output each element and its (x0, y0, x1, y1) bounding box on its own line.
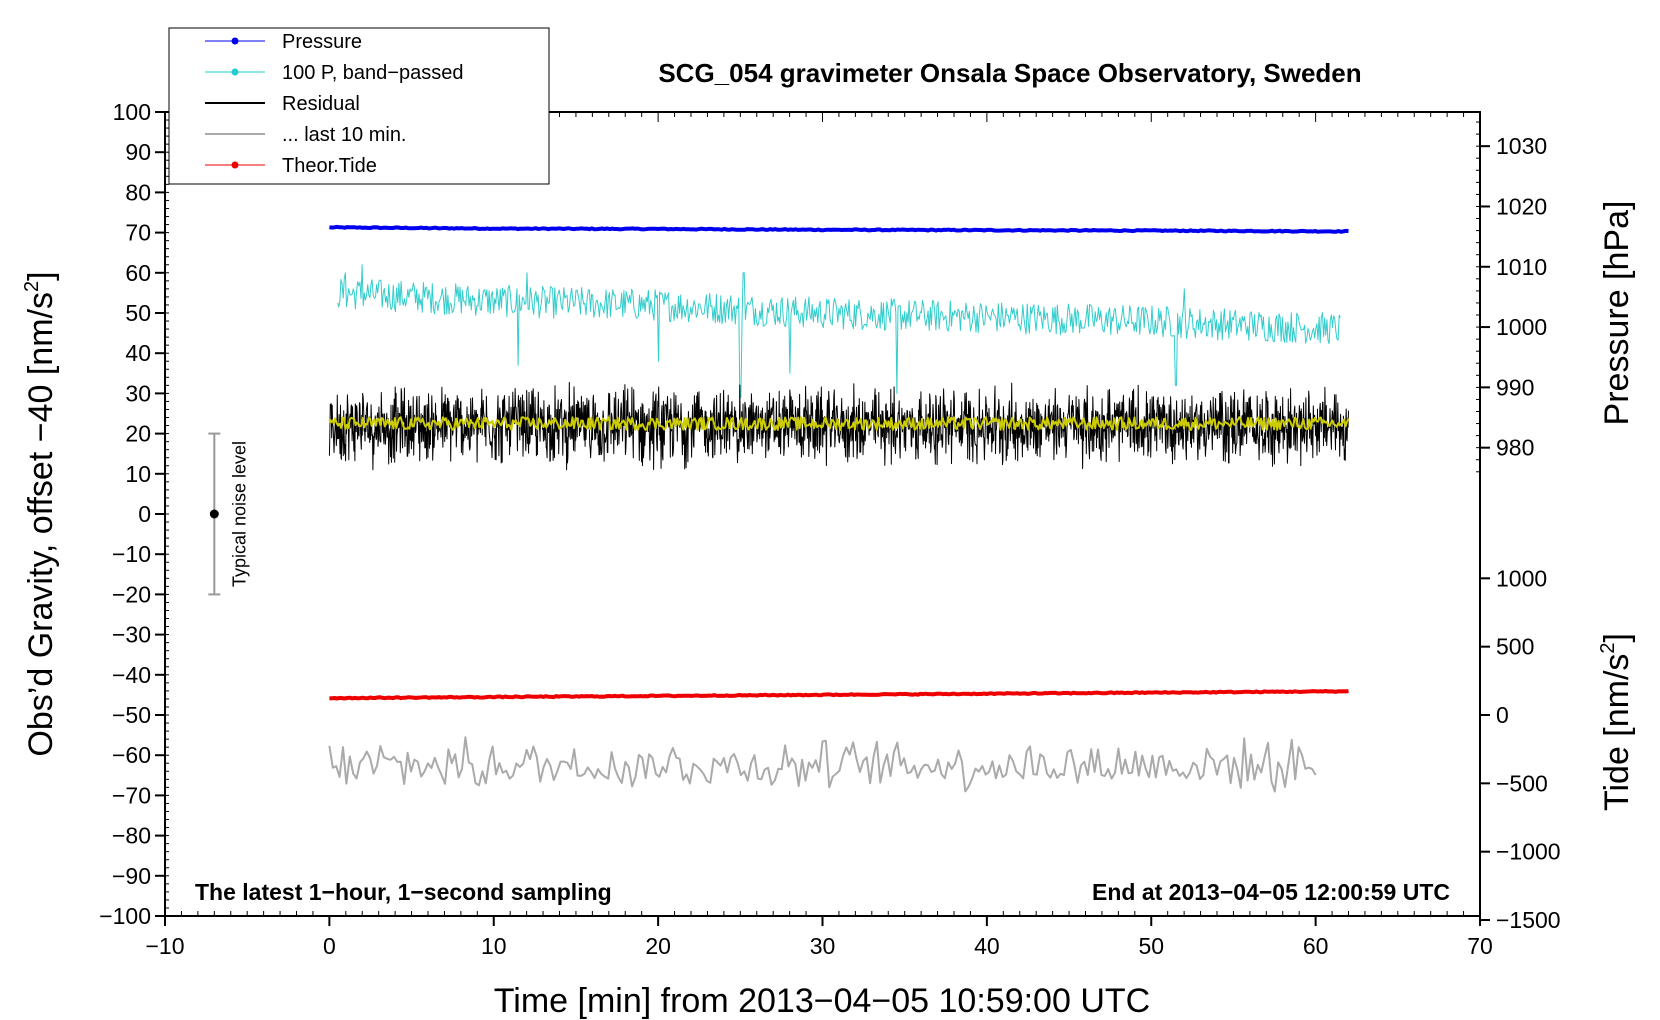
y-tick-label: −30 (112, 622, 151, 648)
y-axis-title-tide-close: ] (1598, 633, 1636, 642)
x-tick-label: 40 (974, 933, 1000, 959)
y-axis-title-tide-main: Tide [nm/s (1598, 654, 1636, 811)
legend-label: 100 P, band−passed (282, 62, 463, 84)
pressure-tick-label: 1010 (1496, 254, 1547, 280)
y-tick-label: −100 (99, 903, 151, 929)
x-tick-label: 50 (1138, 933, 1164, 959)
noise-level-bar: Typical noise level (208, 432, 249, 596)
residual-line (328, 381, 1349, 471)
x-axis-title: Time [min] from 2013−04−05 10:59:00 UTC (494, 982, 1150, 1020)
y-tick-label: −20 (112, 581, 151, 607)
legend-label: Residual (282, 93, 360, 115)
pressure-axis-ticks: 1030 1020 1010 1000 990 980 (1476, 121, 1547, 473)
y-tick-label: 30 (125, 380, 151, 406)
x-tick-label: −10 (145, 933, 184, 959)
residual-smoothed-line (328, 416, 1350, 431)
pressure-tick-label: 990 (1496, 374, 1534, 400)
tide-tick-label: −1000 (1496, 839, 1561, 865)
tide-tick-label: −500 (1496, 770, 1548, 796)
y-tick-label: 50 (125, 300, 151, 326)
band-passed-pressure-line (337, 264, 1341, 398)
series-group (328, 224, 1350, 793)
y-tick-label: −50 (112, 702, 151, 728)
pressure-tick-label: 980 (1496, 435, 1534, 461)
y-tick-label: 40 (125, 340, 151, 366)
legend-label: Theor.Tide (282, 155, 377, 177)
tide-tick-label: −1500 (1496, 907, 1561, 933)
y-axis-title-left-close: ] (22, 271, 60, 280)
y-axis-title-tide: Tide [nm/s2] (1597, 633, 1636, 811)
annotation-left: The latest 1−hour, 1−second sampling (195, 879, 612, 905)
pressure-line (329, 224, 1349, 234)
legend-swatch-marker (231, 68, 239, 76)
y-tick-label: 20 (125, 421, 151, 447)
noise-bar-label: Typical noise level (229, 441, 249, 587)
tide-tick-label: 1000 (1496, 565, 1547, 591)
y-tick-label: −60 (112, 742, 151, 768)
x-tick-label: 10 (481, 933, 507, 959)
x-axis-ticks: −10 0 10 20 30 40 50 60 70 (145, 112, 1493, 959)
chart-title: SCG_054 gravimeter Onsala Space Observat… (658, 58, 1361, 88)
legend-box (168, 27, 550, 185)
y-axis-title-tide-sup: 2 (1597, 642, 1619, 653)
y-tick-label: −10 (112, 541, 151, 567)
legend-swatch-marker (231, 37, 239, 45)
y-tick-label: 90 (125, 139, 151, 165)
y-tick-label: 10 (125, 461, 151, 487)
y-tick-label: 70 (125, 220, 151, 246)
y-tick-label: 80 (125, 179, 151, 205)
y-tick-label: −90 (112, 863, 151, 889)
legend: Pressure 100 P, band−passed Residual ... la… (168, 27, 550, 185)
pressure-tick-label: 1000 (1496, 314, 1547, 340)
pressure-tick-label: 1030 (1496, 133, 1547, 159)
y-axis-title-left: Obs’d Gravity, offset −40 [nm/s2] (21, 271, 60, 756)
y-tick-label: −80 (112, 823, 151, 849)
noise-bar-dot (209, 509, 219, 519)
y-tick-label: −40 (112, 662, 151, 688)
tide-tick-label: 500 (1496, 634, 1534, 660)
y-axis-title-pressure: Pressure [hPa] (1598, 201, 1636, 426)
legend-swatch-marker (231, 161, 239, 169)
x-tick-label: 30 (810, 933, 836, 959)
y-axis-title-left-main: Obs’d Gravity, offset −40 [nm/s (22, 292, 60, 757)
last-10-min-line (328, 736, 1317, 793)
y-axis-title-left-sup: 2 (21, 281, 43, 292)
y-tick-label: 100 (113, 99, 151, 125)
y-tick-label: 60 (125, 260, 151, 286)
x-tick-label: 0 (323, 933, 336, 959)
x-tick-label: 70 (1467, 933, 1493, 959)
tide-tick-label: 0 (1496, 702, 1509, 728)
legend-label: Pressure (282, 31, 362, 53)
y-tick-label: 0 (138, 501, 151, 527)
tide-axis-ticks: 1000 500 0 −500 −1000 −1500 (1480, 565, 1561, 933)
legend-label: ... last 10 min. (282, 124, 407, 146)
annotation-right: End at 2013−04−05 12:00:59 UTC (1092, 879, 1450, 905)
pressure-tick-label: 1020 (1496, 193, 1547, 219)
x-tick-label: 60 (1303, 933, 1329, 959)
x-tick-label: 20 (645, 933, 671, 959)
theoretical-tide-line (329, 689, 1349, 701)
y-axis-ticks: 1009080706050403020100−10−20−30−40−50−60… (99, 99, 169, 929)
y-tick-label: −70 (112, 782, 151, 808)
